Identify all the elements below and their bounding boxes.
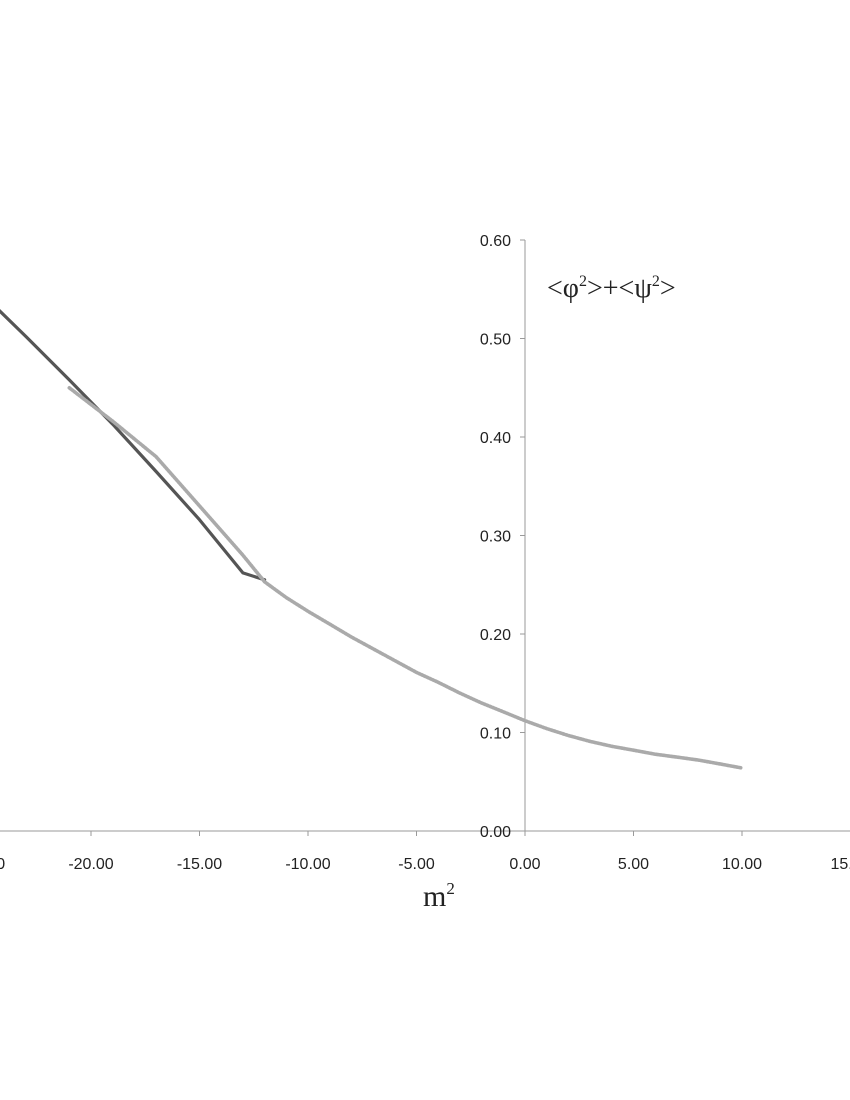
- series-line-solid: [0, 309, 267, 582]
- x-tick-label: -20.00: [68, 856, 113, 873]
- axes: -25.00 -20.00 -15.00 -10.00 -5.00 0.00 5.00 10.…: [0, 233, 850, 873]
- annotation-superscript: 2: [579, 273, 587, 290]
- series-line-dotted: [67, 386, 744, 770]
- x-tick-label: -5.00: [398, 856, 435, 873]
- annotation-superscript: 2: [652, 273, 660, 290]
- x-tick-label: 15.00: [830, 856, 850, 873]
- x-tick-label: 5.00: [618, 856, 649, 873]
- y-tick-label: 0.40: [480, 430, 511, 447]
- y-tick-label: 0.30: [480, 529, 511, 546]
- x-tick-label: -10.00: [285, 856, 330, 873]
- y-tick-label: 0.00: [480, 824, 511, 841]
- y-tick-label: 0.20: [480, 627, 511, 644]
- y-tick-label: 0.10: [480, 726, 511, 743]
- annotation-text: <φ: [547, 273, 579, 304]
- x-axis-title-base: m: [423, 880, 446, 913]
- y-tick-label: 0.50: [480, 332, 511, 349]
- x-tick-label: -15.00: [177, 856, 222, 873]
- x-axis-title: m2: [423, 879, 455, 913]
- x-tick-label: -25.00: [0, 856, 5, 873]
- annotation-text: >: [660, 273, 676, 304]
- y-tick-label: 0.60: [480, 233, 511, 250]
- series-layer: [0, 309, 744, 770]
- annotation-text: >+<ψ: [587, 273, 652, 304]
- x-tick-label: 0.00: [509, 856, 540, 873]
- x-tick-label: 10.00: [722, 856, 762, 873]
- x-axis-title-superscript: 2: [446, 879, 455, 898]
- series-annotation: <φ2>+<ψ2>: [547, 273, 676, 304]
